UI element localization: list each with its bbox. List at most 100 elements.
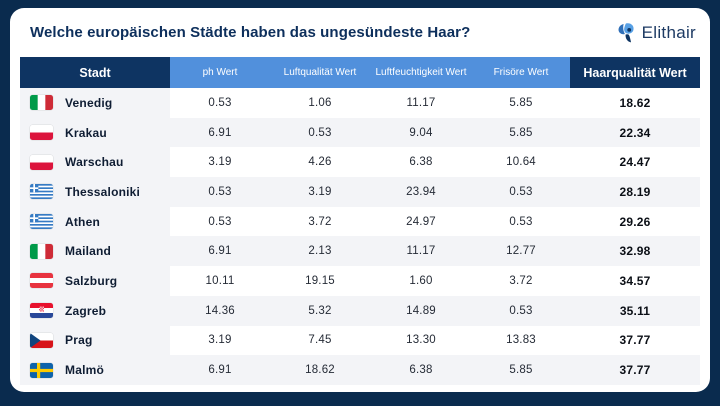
elithair-droplets-icon bbox=[614, 21, 636, 45]
table-row: Malmö 6.91 18.62 6.38 5.85 37.77 bbox=[20, 355, 700, 385]
score-cell: 24.47 bbox=[570, 147, 700, 178]
city-name: Athen bbox=[65, 214, 100, 229]
city-cell: Warschau bbox=[20, 147, 170, 178]
value-cell: 9.04 bbox=[370, 117, 472, 148]
table-row: Athen 0.53 3.72 24.97 0.53 29.26 bbox=[20, 206, 700, 237]
brand-logo: Elithair bbox=[614, 21, 696, 45]
value-cell: 14.36 bbox=[170, 295, 270, 326]
table-header-row: Stadt ph Wert Luftqualität Wert Luftfeuc… bbox=[20, 57, 700, 88]
value-cell: 18.62 bbox=[270, 355, 370, 385]
value-cell: 6.91 bbox=[170, 236, 270, 267]
flag-icon-se bbox=[30, 362, 53, 378]
city-name: Thessaloniki bbox=[65, 184, 141, 199]
city-name: Warschau bbox=[65, 155, 124, 170]
value-cell: 5.32 bbox=[270, 295, 370, 326]
value-cell: 11.17 bbox=[370, 236, 472, 267]
city-cell: Prag bbox=[20, 325, 170, 356]
column-header-ph-wert: ph Wert bbox=[170, 57, 270, 88]
city-cell: Thessaloniki bbox=[20, 177, 170, 207]
value-cell: 13.30 bbox=[370, 325, 472, 356]
city-name: Mailand bbox=[65, 244, 112, 259]
value-cell: 19.15 bbox=[270, 266, 370, 296]
infographic-card: Welche europäischen Städte haben das ung… bbox=[10, 8, 710, 392]
city-cell: Zagreb bbox=[20, 295, 170, 326]
value-cell: 3.19 bbox=[170, 147, 270, 178]
value-cell: 1.60 bbox=[370, 266, 472, 296]
city-name: Malmö bbox=[65, 363, 105, 378]
value-cell: 4.26 bbox=[270, 147, 370, 178]
value-cell: 1.06 bbox=[270, 88, 370, 118]
flag-icon-pl bbox=[30, 125, 53, 141]
value-cell: 3.19 bbox=[170, 325, 270, 356]
score-cell: 37.77 bbox=[570, 325, 700, 356]
score-cell: 18.62 bbox=[570, 88, 700, 118]
flag-icon-it bbox=[30, 243, 53, 259]
score-cell: 34.57 bbox=[570, 266, 700, 296]
value-cell: 3.72 bbox=[472, 266, 570, 296]
city-name: Venedig bbox=[65, 95, 113, 110]
value-cell: 14.89 bbox=[370, 295, 472, 326]
city-cell: Krakau bbox=[20, 117, 170, 148]
table-row: Thessaloniki 0.53 3.19 23.94 0.53 28.19 bbox=[20, 177, 700, 207]
value-cell: 11.17 bbox=[370, 88, 472, 118]
table-row: Venedig 0.53 1.06 11.17 5.85 18.62 bbox=[20, 88, 700, 118]
hair-quality-table: Stadt ph Wert Luftqualität Wert Luftfeuc… bbox=[20, 57, 700, 385]
flag-icon-it bbox=[30, 95, 53, 111]
value-cell: 0.53 bbox=[170, 88, 270, 118]
score-cell: 29.26 bbox=[570, 206, 700, 237]
value-cell: 6.91 bbox=[170, 355, 270, 385]
city-cell: Malmö bbox=[20, 355, 170, 385]
column-header-stadt: Stadt bbox=[20, 57, 170, 88]
value-cell: 6.91 bbox=[170, 117, 270, 148]
table-row: Warschau 3.19 4.26 6.38 10.64 24.47 bbox=[20, 147, 700, 178]
city-cell: Athen bbox=[20, 206, 170, 237]
score-cell: 22.34 bbox=[570, 117, 700, 148]
column-header-frisoere-wert: Frisöre Wert bbox=[472, 57, 570, 88]
table-body: Venedig 0.53 1.06 11.17 5.85 18.62 Krakau 6.91 0… bbox=[20, 88, 700, 385]
city-name: Prag bbox=[65, 333, 93, 348]
city-name: Salzburg bbox=[65, 273, 118, 288]
brand-name: Elithair bbox=[641, 22, 696, 42]
value-cell: 6.38 bbox=[370, 147, 472, 178]
value-cell: 5.85 bbox=[472, 117, 570, 148]
value-cell: 23.94 bbox=[370, 177, 472, 207]
column-header-luftfeuchtigkeit-wert: Luftfeuchtigkeit Wert bbox=[370, 57, 472, 88]
table-row: Mailand 6.91 2.13 11.17 12.77 32.98 bbox=[20, 236, 700, 267]
city-name: Krakau bbox=[65, 125, 107, 140]
value-cell: 3.72 bbox=[270, 206, 370, 237]
value-cell: 2.13 bbox=[270, 236, 370, 267]
flag-icon-gr bbox=[30, 214, 53, 230]
value-cell: 10.11 bbox=[170, 266, 270, 296]
value-cell: 0.53 bbox=[170, 206, 270, 237]
city-cell: Salzburg bbox=[20, 266, 170, 296]
value-cell: 24.97 bbox=[370, 206, 472, 237]
table-row: Krakau 6.91 0.53 9.04 5.85 22.34 bbox=[20, 117, 700, 148]
flag-icon-gr bbox=[30, 184, 53, 200]
flag-icon-hr bbox=[30, 303, 53, 319]
table-row: Zagreb 14.36 5.32 14.89 0.53 35.11 bbox=[20, 295, 700, 326]
column-header-luftqualitaet-wert: Luftqualität Wert bbox=[270, 57, 370, 88]
value-cell: 0.53 bbox=[270, 117, 370, 148]
value-cell: 0.53 bbox=[472, 177, 570, 207]
city-cell: Mailand bbox=[20, 236, 170, 267]
value-cell: 3.19 bbox=[270, 177, 370, 207]
table-row: Salzburg 10.11 19.15 1.60 3.72 34.57 bbox=[20, 266, 700, 296]
value-cell: 7.45 bbox=[270, 325, 370, 356]
value-cell: 13.83 bbox=[472, 325, 570, 356]
score-cell: 37.77 bbox=[570, 355, 700, 385]
value-cell: 5.85 bbox=[472, 88, 570, 118]
flag-icon-cz bbox=[30, 332, 53, 348]
value-cell: 6.38 bbox=[370, 355, 472, 385]
page-title: Welche europäischen Städte haben das ung… bbox=[30, 24, 471, 41]
score-cell: 28.19 bbox=[570, 177, 700, 207]
table-row: Prag 3.19 7.45 13.30 13.83 37.77 bbox=[20, 325, 700, 356]
score-cell: 32.98 bbox=[570, 236, 700, 267]
flag-icon-pl bbox=[30, 154, 53, 170]
value-cell: 0.53 bbox=[472, 295, 570, 326]
value-cell: 0.53 bbox=[472, 206, 570, 237]
city-name: Zagreb bbox=[65, 303, 107, 318]
value-cell: 10.64 bbox=[472, 147, 570, 178]
value-cell: 5.85 bbox=[472, 355, 570, 385]
score-cell: 35.11 bbox=[570, 295, 700, 326]
